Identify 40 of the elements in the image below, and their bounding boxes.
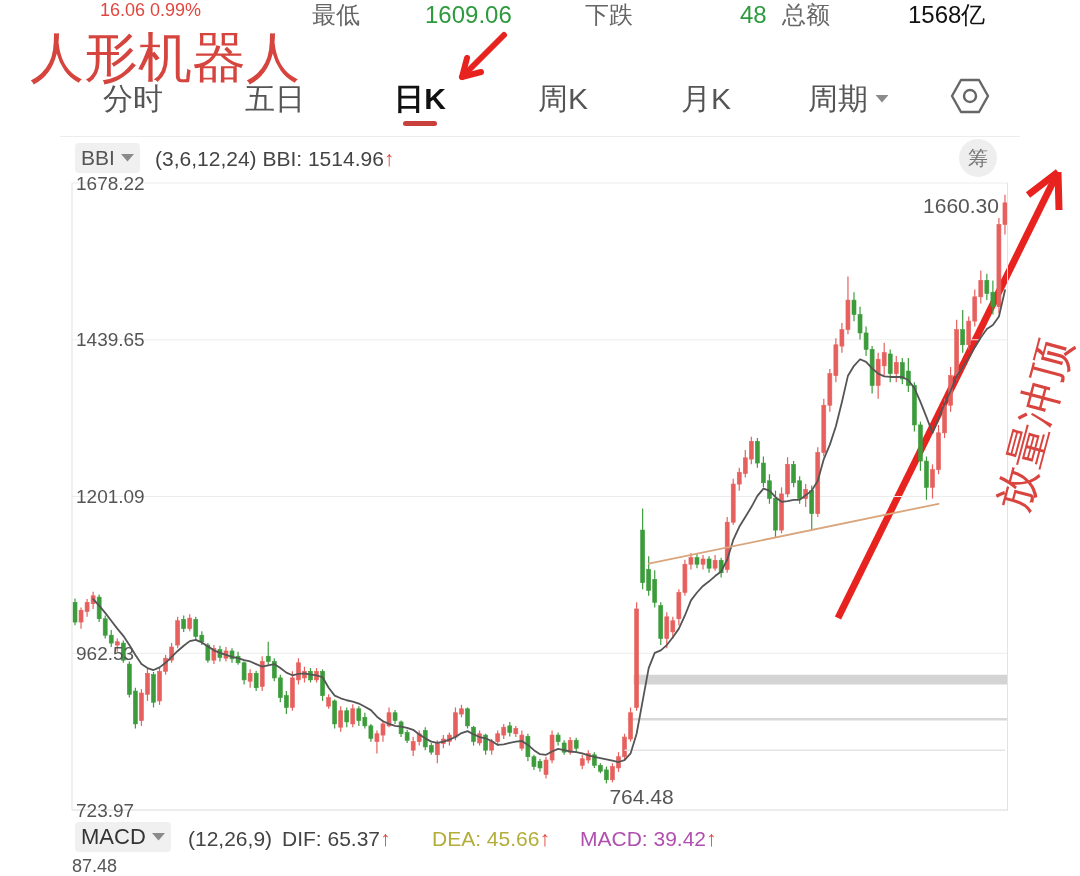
dropdown-button: BBI [75, 143, 140, 173]
text: 1568亿 [908, 1, 986, 29]
text: (3,6,12,24) BBI: 1514.96↑ [155, 147, 395, 172]
candlestick [465, 706, 470, 730]
candlestick [253, 670, 259, 692]
candlestick [332, 698, 337, 730]
text: 最低 [312, 1, 360, 29]
candlestick [519, 729, 525, 752]
text: 1609.06 [425, 1, 512, 29]
text: 周K [537, 82, 589, 117]
text: 月K [680, 82, 732, 117]
round-button: 筹 [959, 139, 997, 177]
candlestick [809, 484, 815, 531]
text: 87.48 [72, 856, 118, 876]
candlestick [72, 597, 78, 626]
annotation: 放量冲顶 [987, 333, 1080, 517]
candlestick [344, 706, 350, 728]
text: 周期 [807, 82, 868, 117]
candlestick [960, 309, 965, 354]
y-tick-label: 723.97 [76, 799, 135, 821]
text: 总额 [782, 1, 830, 29]
text: MACD: 39.42↑ [580, 827, 717, 852]
candlestick [350, 703, 356, 728]
text: 16.06 0.99% [100, 0, 202, 21]
dropdown-button: MACD [75, 822, 171, 852]
text: 下跌 [585, 1, 633, 29]
y-tick-label: 1439.65 [76, 329, 145, 351]
text: (12,26,9) [188, 827, 273, 852]
text: 48 [740, 1, 767, 29]
text: 日K [394, 82, 446, 117]
text: DEA: 45.66↑ [432, 827, 550, 852]
annotation: 1660.30 [923, 194, 999, 218]
candlestick [887, 348, 893, 383]
y-tick-label: 1678.22 [76, 172, 145, 194]
annotation: 764.48 [609, 784, 674, 808]
candlestick [893, 355, 899, 383]
text: DIF: 65.37↑ [282, 827, 391, 852]
candlestick [247, 668, 253, 689]
y-tick-label: 1201.09 [76, 486, 145, 508]
candlestick [338, 705, 343, 733]
